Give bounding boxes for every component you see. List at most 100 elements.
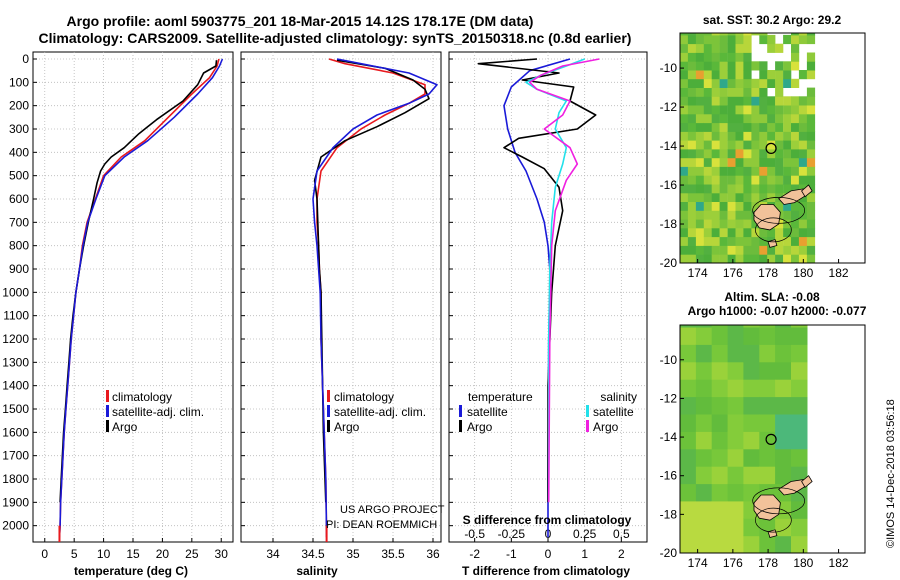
depth-tick-label: 200 bbox=[9, 99, 29, 113]
sst-cell bbox=[695, 96, 705, 106]
sst-cell bbox=[743, 184, 752, 194]
sst-cell bbox=[719, 70, 728, 80]
sla-cell bbox=[711, 325, 729, 328]
sla-cell bbox=[775, 431, 792, 450]
sst-cell bbox=[711, 70, 720, 80]
sst-cell bbox=[783, 61, 792, 71]
sst-cell bbox=[759, 149, 768, 159]
temperature-legend: climatology satellite-adj. clim. Argo bbox=[106, 390, 204, 434]
difference-xlabel: T difference from climatology bbox=[462, 564, 630, 578]
sla-cell bbox=[775, 326, 792, 345]
sst-cell bbox=[783, 113, 792, 124]
sst-cell bbox=[695, 131, 705, 141]
sst-cell bbox=[711, 52, 720, 62]
sla-cell bbox=[775, 396, 792, 415]
sst-cell bbox=[798, 254, 808, 263]
sst-cell bbox=[791, 210, 800, 220]
sst-cell bbox=[711, 184, 720, 194]
sst-cell bbox=[798, 70, 808, 80]
sst-cell bbox=[680, 210, 689, 220]
sla-cell bbox=[695, 483, 713, 502]
sst-cell bbox=[759, 236, 768, 246]
sst-cell bbox=[806, 236, 816, 246]
sst-cell bbox=[798, 113, 808, 124]
depth-tick-label: 1100 bbox=[3, 309, 29, 323]
sst-cell bbox=[727, 140, 736, 150]
land-mass bbox=[753, 204, 781, 231]
sla-cell bbox=[727, 379, 745, 398]
sst-cell bbox=[719, 210, 728, 220]
sst-cell bbox=[695, 184, 705, 194]
sst-cell bbox=[806, 122, 816, 132]
sst-cell bbox=[775, 61, 784, 71]
sst-cell bbox=[767, 245, 776, 255]
sst-cell bbox=[703, 87, 712, 97]
depth-tick-label: 2000 bbox=[2, 519, 29, 533]
sla-cell bbox=[695, 344, 713, 363]
sst-cell bbox=[727, 87, 736, 97]
sst-cell bbox=[695, 78, 705, 88]
sst-cell bbox=[719, 149, 728, 159]
x-tick-label: 0 bbox=[545, 547, 552, 561]
x-tick-label: 5 bbox=[71, 547, 78, 561]
x2-tick-label: -0.5 bbox=[464, 527, 485, 541]
sla-cell bbox=[711, 500, 729, 519]
sla-cell bbox=[759, 325, 776, 328]
sst-cell bbox=[687, 219, 697, 229]
sla-cell bbox=[680, 325, 697, 328]
sst-cell bbox=[680, 105, 689, 115]
sst-cell bbox=[703, 140, 712, 150]
map-x-tick-label: 178 bbox=[758, 266, 778, 280]
sst-cell bbox=[791, 184, 800, 194]
sst-cell bbox=[783, 227, 792, 238]
sst-cell bbox=[727, 210, 736, 220]
sla-cell bbox=[695, 448, 713, 467]
sst-cell bbox=[783, 254, 792, 263]
sla-cell bbox=[727, 344, 745, 363]
sst-cell bbox=[806, 140, 816, 150]
sst-cell bbox=[743, 245, 752, 255]
sst-cell bbox=[687, 254, 697, 263]
sst-cell bbox=[735, 245, 744, 255]
sst-cell bbox=[806, 219, 816, 229]
map-x-tick-label: 176 bbox=[723, 266, 743, 280]
salinity-legend: climatology satellite-adj. clim. Argo bbox=[327, 390, 426, 434]
sst-cell bbox=[791, 78, 800, 88]
sst-cell bbox=[711, 245, 720, 255]
sst-cell bbox=[775, 175, 784, 185]
sst-cell bbox=[743, 227, 752, 238]
sst-cell bbox=[791, 157, 800, 167]
x-tick-label: 35.5 bbox=[381, 547, 405, 561]
sst-cell bbox=[719, 113, 728, 124]
sla-cell bbox=[743, 413, 760, 432]
salinity-panel bbox=[240, 51, 442, 543]
sst-cell bbox=[703, 210, 712, 220]
sst-cell bbox=[791, 227, 800, 238]
sla-cell bbox=[727, 518, 745, 537]
sst-cell bbox=[775, 96, 784, 106]
sst-cell bbox=[687, 52, 697, 62]
sst-cell bbox=[687, 227, 697, 238]
diff-sal-satellite-line bbox=[525, 58, 585, 503]
contour-line bbox=[752, 197, 806, 224]
sst-cell bbox=[798, 175, 808, 185]
sst-cell bbox=[695, 105, 705, 115]
sst-cell bbox=[806, 87, 816, 97]
sst-cell bbox=[727, 227, 736, 238]
sst-cell bbox=[735, 43, 744, 53]
sst-cell bbox=[775, 254, 784, 263]
sst-cell bbox=[711, 131, 720, 141]
sst-cell bbox=[798, 140, 808, 150]
sst-cell bbox=[735, 166, 744, 176]
sst-cell bbox=[703, 78, 712, 88]
sst-cell bbox=[735, 219, 744, 229]
sst-cell bbox=[711, 113, 720, 124]
sst-cell bbox=[695, 61, 705, 71]
sst-cell bbox=[735, 52, 744, 62]
map-y-tick-label: -10 bbox=[660, 353, 678, 367]
map-x-tick-label: 182 bbox=[829, 266, 849, 280]
difference-legend: temperature satellite Argo salinity sate… bbox=[459, 390, 637, 434]
map-x-tick-label: 178 bbox=[758, 556, 778, 570]
map-y-tick-label: -12 bbox=[660, 100, 678, 114]
